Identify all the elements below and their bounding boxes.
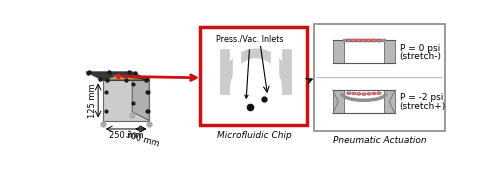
- Text: P = -2 psi: P = -2 psi: [400, 94, 443, 103]
- Ellipse shape: [352, 39, 356, 42]
- Bar: [200, 27, 308, 125]
- Ellipse shape: [367, 92, 371, 95]
- Bar: [384, 40, 395, 63]
- Polygon shape: [88, 72, 147, 80]
- Polygon shape: [86, 72, 150, 80]
- Ellipse shape: [346, 92, 351, 95]
- Bar: [333, 40, 344, 63]
- Polygon shape: [112, 77, 129, 78]
- Bar: [333, 90, 344, 113]
- Text: 300 mm: 300 mm: [124, 131, 160, 149]
- Text: (stretch+): (stretch+): [400, 102, 446, 111]
- Text: P = 0 psi: P = 0 psi: [400, 44, 440, 53]
- Ellipse shape: [356, 92, 361, 95]
- Text: Microfluidic Chip: Microfluidic Chip: [216, 131, 292, 140]
- Text: Pneumatic Actuation: Pneumatic Actuation: [332, 136, 426, 145]
- Text: 125 mm: 125 mm: [88, 83, 96, 118]
- Ellipse shape: [377, 92, 381, 95]
- Text: Press./Vac. Inlets: Press./Vac. Inlets: [216, 35, 284, 98]
- Ellipse shape: [377, 39, 381, 42]
- Text: (stretch-): (stretch-): [400, 52, 442, 61]
- Polygon shape: [106, 75, 142, 80]
- Text: 250 mm: 250 mm: [108, 131, 144, 140]
- Polygon shape: [103, 80, 150, 121]
- Polygon shape: [132, 72, 150, 121]
- Ellipse shape: [362, 93, 366, 96]
- Bar: [314, 24, 444, 131]
- Ellipse shape: [367, 39, 371, 42]
- Bar: [384, 90, 395, 113]
- Ellipse shape: [372, 39, 376, 42]
- Ellipse shape: [356, 39, 361, 42]
- Ellipse shape: [372, 92, 376, 95]
- Ellipse shape: [362, 39, 366, 42]
- Ellipse shape: [352, 92, 356, 95]
- Ellipse shape: [346, 39, 351, 42]
